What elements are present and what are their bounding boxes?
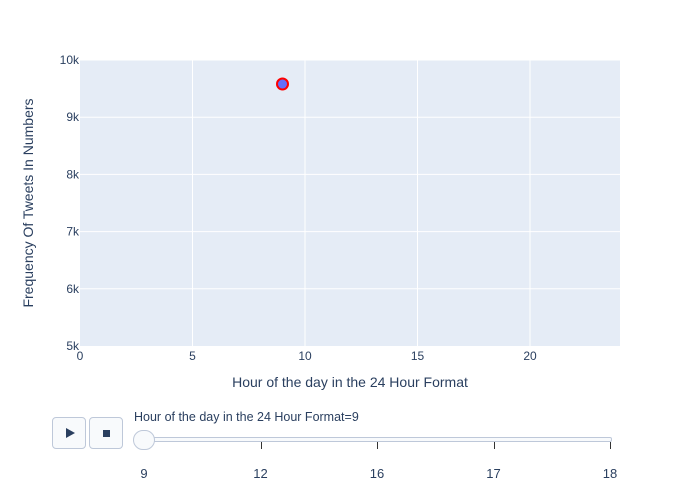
plot-area <box>80 60 620 346</box>
slider-rail[interactable] <box>136 437 612 442</box>
slider-tick <box>493 442 495 449</box>
x-tick-label: 15 <box>411 349 425 363</box>
slider-step-label[interactable]: 16 <box>369 466 385 481</box>
x-tick-label: 20 <box>523 349 537 363</box>
slider-step-label[interactable]: 9 <box>140 466 148 481</box>
y-tick-label: 7k <box>66 225 80 239</box>
data-points <box>276 77 289 91</box>
x-tick-label: 5 <box>189 349 196 363</box>
slider-step-label[interactable]: 17 <box>486 466 501 481</box>
slider-step-label[interactable]: 18 <box>602 466 618 481</box>
y-tick-label: 9k <box>66 110 80 124</box>
x-axis-title: Hour of the day in the 24 Hour Format <box>232 374 468 390</box>
slider-handle[interactable] <box>133 430 155 450</box>
stop-button[interactable] <box>89 417 123 449</box>
slider-tick <box>610 442 611 449</box>
axis-ticks: 0 5 10 15 20 5k 6k 7k 8k 9k 10k <box>60 53 537 363</box>
slider-step-label[interactable]: 12 <box>253 466 268 481</box>
slider-tick <box>377 442 378 449</box>
y-axis-title: Frequency Of Tweets In Numbers <box>20 98 36 307</box>
y-tick-label: 8k <box>66 167 80 181</box>
slider-tick <box>260 442 262 449</box>
x-tick-label: 0 <box>77 349 84 363</box>
stop-icon <box>102 429 110 437</box>
x-tick-label: 10 <box>298 349 312 363</box>
grid-lines <box>80 59 620 346</box>
play-button[interactable] <box>52 417 86 449</box>
play-icon <box>65 428 75 438</box>
data-point <box>276 77 289 91</box>
y-tick-label: 6k <box>66 282 80 296</box>
y-tick-label: 10k <box>60 53 80 67</box>
slider-current-value: Hour of the day in the 24 Hour Format=9 <box>134 410 359 424</box>
y-tick-label: 5k <box>66 339 80 353</box>
